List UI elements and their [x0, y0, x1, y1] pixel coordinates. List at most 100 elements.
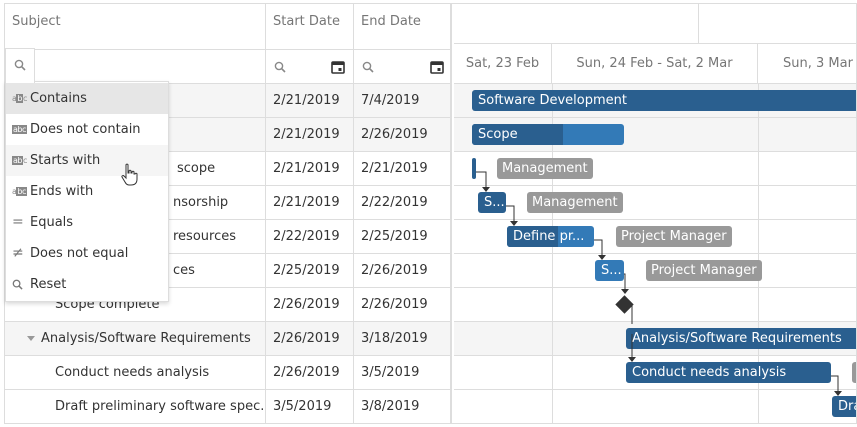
- end-date-cell: 3/5/2019: [361, 365, 420, 380]
- filter-row: [5, 50, 450, 84]
- end-date-cell: 2/26/2019: [361, 127, 428, 142]
- end-date-cell: 2/22/2019: [361, 195, 428, 210]
- subject-cell: scope: [5, 152, 266, 186]
- resource-label: Management: [527, 192, 623, 213]
- start-date-cell: 2/21/2019: [266, 118, 354, 152]
- start-date-cell: 2/21/2019: [266, 152, 354, 186]
- end-date-cell: 2/26/2019: [361, 263, 428, 278]
- resource-label: Project Manager: [646, 260, 762, 281]
- chart-row: [454, 356, 856, 390]
- starts-with-icon: abc: [12, 156, 27, 165]
- start-date-cell: 2/21/2019: [266, 84, 354, 118]
- search-icon: [12, 269, 30, 300]
- subject-cell: Draft preliminary software spec...: [5, 390, 266, 423]
- subject-cell: resources: [5, 220, 266, 254]
- hand-cursor-icon: [121, 163, 138, 186]
- menu-item-contains[interactable]: abc Contains: [6, 83, 168, 114]
- menu-item-ends-with[interactable]: abc Ends with: [6, 176, 168, 207]
- search-icon[interactable]: [362, 61, 374, 73]
- task-bar[interactable]: S...: [478, 192, 506, 213]
- column-header-start-date[interactable]: Start Date: [266, 4, 354, 50]
- chart-row: [454, 152, 856, 186]
- not-contains-icon: abc: [12, 125, 27, 134]
- subject-cell: [5, 118, 266, 152]
- start-date-cell: 2/21/2019: [266, 186, 354, 220]
- not-equal-icon: ≠: [12, 245, 24, 261]
- menu-item-does-not-contain[interactable]: abc Does not contain: [6, 114, 168, 145]
- table-row[interactable]: scope 2/21/2019 2/21/2019: [5, 152, 450, 186]
- search-icon: [14, 59, 26, 71]
- task-bar[interactable]: Conduct needs analysis: [626, 362, 831, 383]
- end-date-cell: 2/26/2019: [361, 297, 428, 312]
- menu-item-does-not-equal[interactable]: ≠ Does not equal: [6, 238, 168, 269]
- filter-operations-menu: abc Contains abc Does not contain abc Start…: [5, 81, 169, 302]
- subject-cell: Analysis/Software Requirements: [5, 322, 266, 356]
- chart-row: [454, 220, 856, 254]
- column-header-subject[interactable]: Subject: [5, 4, 266, 50]
- end-date-filter-input[interactable]: [354, 50, 452, 84]
- end-date-cell: 3/18/2019: [361, 331, 428, 346]
- subject-cell: nsorship: [5, 186, 266, 220]
- chart-row: [454, 186, 856, 220]
- end-date-cell: 3/8/2019: [361, 399, 420, 414]
- subject-cell: ces: [5, 254, 266, 288]
- subject-cell: [5, 84, 266, 118]
- resource-label: Management: [497, 158, 593, 179]
- timescale-cell: Sat, 23 Feb: [454, 44, 552, 84]
- grid-header: Subject Start Date End Date: [5, 4, 450, 50]
- table-row[interactable]: ces 2/25/2019 2/26/2019: [5, 254, 450, 288]
- gridline: [552, 84, 553, 423]
- start-date-cell: 2/22/2019: [266, 220, 354, 254]
- start-date-cell: 2/26/2019: [266, 288, 354, 322]
- task-bar[interactable]: Analysis/Software Requirements: [626, 328, 856, 349]
- progress-fill: [472, 124, 563, 145]
- resource-label: [852, 362, 856, 383]
- progress-fill: [507, 226, 558, 247]
- menu-item-reset[interactable]: Reset: [6, 269, 168, 300]
- timescale-bottom: Sat, 23 Feb Sun, 24 Feb - Sat, 2 Mar Sun…: [454, 44, 856, 84]
- start-date-filter-input[interactable]: [266, 50, 354, 84]
- column-header-end-date[interactable]: End Date: [361, 14, 421, 29]
- resource-label: Project Manager: [616, 226, 732, 247]
- chart-row: [454, 390, 856, 423]
- end-date-cell: 2/25/2019: [361, 229, 428, 244]
- chart-row: [454, 254, 856, 288]
- timescale-cell: Sun, 3 Mar: [783, 56, 853, 71]
- task-bar[interactable]: [472, 158, 476, 179]
- start-date-cell: 3/5/2019: [266, 390, 354, 423]
- task-bar[interactable]: Software Development: [472, 90, 856, 111]
- subject-text: Analysis/Software Requirements: [41, 331, 251, 346]
- task-bar[interactable]: Dra: [832, 396, 856, 417]
- subject-filter-input[interactable]: [5, 50, 266, 84]
- table-row[interactable]: nsorship 2/21/2019 2/22/2019: [5, 186, 450, 220]
- end-date-cell: 2/21/2019: [361, 161, 428, 176]
- contains-icon: abc: [12, 94, 27, 103]
- timescale-cell: [454, 4, 699, 44]
- menu-item-starts-with[interactable]: abc Starts with: [6, 145, 168, 176]
- start-date-cell: 2/26/2019: [266, 356, 354, 390]
- menu-item-equals[interactable]: = Equals: [6, 207, 168, 238]
- task-bar[interactable]: Scope: [472, 124, 624, 145]
- equals-icon: =: [12, 214, 24, 230]
- timescale-cell: Sun, 24 Feb - Sat, 2 Mar: [552, 44, 758, 84]
- collapse-caret-icon[interactable]: [27, 336, 35, 341]
- table-row[interactable]: Analysis/Software Requirements 2/26/2019…: [5, 322, 450, 356]
- end-date-cell: 7/4/2019: [361, 93, 420, 108]
- table-row[interactable]: resources 2/22/2019 2/25/2019: [5, 220, 450, 254]
- subject-cell: Conduct needs analysis: [5, 356, 266, 390]
- start-date-cell: 2/25/2019: [266, 254, 354, 288]
- search-icon[interactable]: [274, 61, 286, 73]
- filter-operation-button[interactable]: [5, 48, 35, 83]
- timescale-top: [454, 4, 856, 44]
- table-row[interactable]: Draft preliminary software spec... 3/5/2…: [5, 390, 450, 423]
- start-date-cell: 2/26/2019: [266, 322, 354, 356]
- gantt-chart-area: Sat, 23 Feb Sun, 24 Feb - Sat, 2 Mar Sun…: [454, 4, 856, 423]
- gridline: [758, 84, 759, 423]
- table-row[interactable]: Conduct needs analysis 2/26/2019 3/5/201…: [5, 356, 450, 390]
- task-bar[interactable]: Define pr...: [507, 226, 594, 247]
- chart-row: [454, 288, 856, 322]
- task-bar[interactable]: S...: [595, 260, 624, 281]
- calendar-icon[interactable]: [430, 60, 444, 74]
- ends-with-icon: abc: [12, 187, 27, 196]
- calendar-icon[interactable]: [331, 60, 345, 74]
